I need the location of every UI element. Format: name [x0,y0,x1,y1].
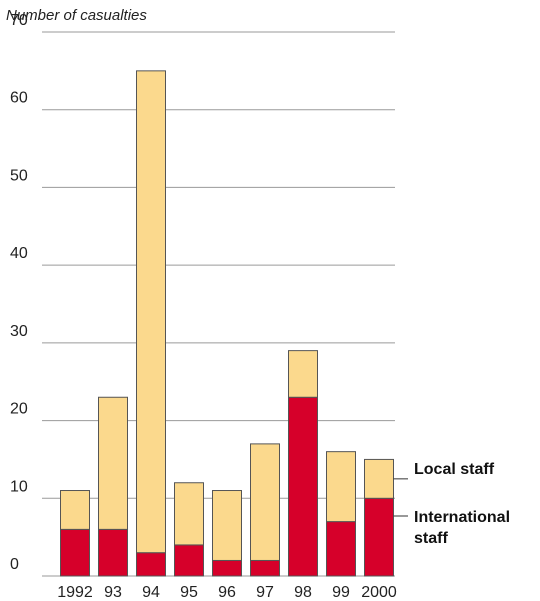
bar-local-99 [326,451,356,523]
bar-international-1992 [60,528,90,577]
x-tick-label: 97 [256,584,274,601]
x-tick-label: 99 [332,584,350,601]
bar-local-98 [288,350,318,398]
y-tick-labels: 0 10 20 30 40 50 60 70 [10,12,28,573]
legend-label-international: staff [414,530,448,547]
legend-label-international: International [414,509,510,526]
bar-local-94 [136,70,166,554]
x-tick-label: 93 [104,584,122,601]
y-tick-label: 30 [10,323,28,340]
bar-international-99 [326,521,356,577]
bar-international-2000 [364,497,394,577]
bar-international-94 [136,552,166,577]
y-tick-label: 60 [10,90,28,107]
x-tick-label: 98 [294,584,312,601]
x-tick-labels: 1992 93 94 95 96 97 98 99 2000 [57,584,397,601]
bar-local-2000 [364,458,394,499]
bar-local-96 [212,490,242,561]
bar-international-97 [250,559,280,577]
bar-local-97 [250,443,280,561]
bar-local-1992 [60,490,90,530]
y-tick-label: 40 [10,245,28,262]
x-tick-label: 96 [218,584,236,601]
bar-local-93 [98,396,128,530]
y-tick-label: 70 [10,12,28,29]
y-tick-label: 10 [10,478,28,495]
bar-international-98 [288,396,318,577]
y-tick-label: 0 [10,556,19,573]
bar-local-95 [174,482,204,546]
bar-international-96 [212,559,242,577]
bars [60,70,394,577]
x-tick-label: 94 [142,584,160,601]
x-tick-label: 95 [180,584,198,601]
y-axis-title: Number of casualties [6,7,147,24]
y-tick-label: 20 [10,401,28,418]
y-tick-label: 50 [10,167,28,184]
bar-international-95 [174,544,204,577]
bar-international-93 [98,528,128,577]
legend-label-local: Local staff [414,461,495,478]
x-tick-label: 1992 [57,584,93,601]
x-tick-label: 2000 [361,584,397,601]
legend: Local staff International staff [393,461,510,547]
